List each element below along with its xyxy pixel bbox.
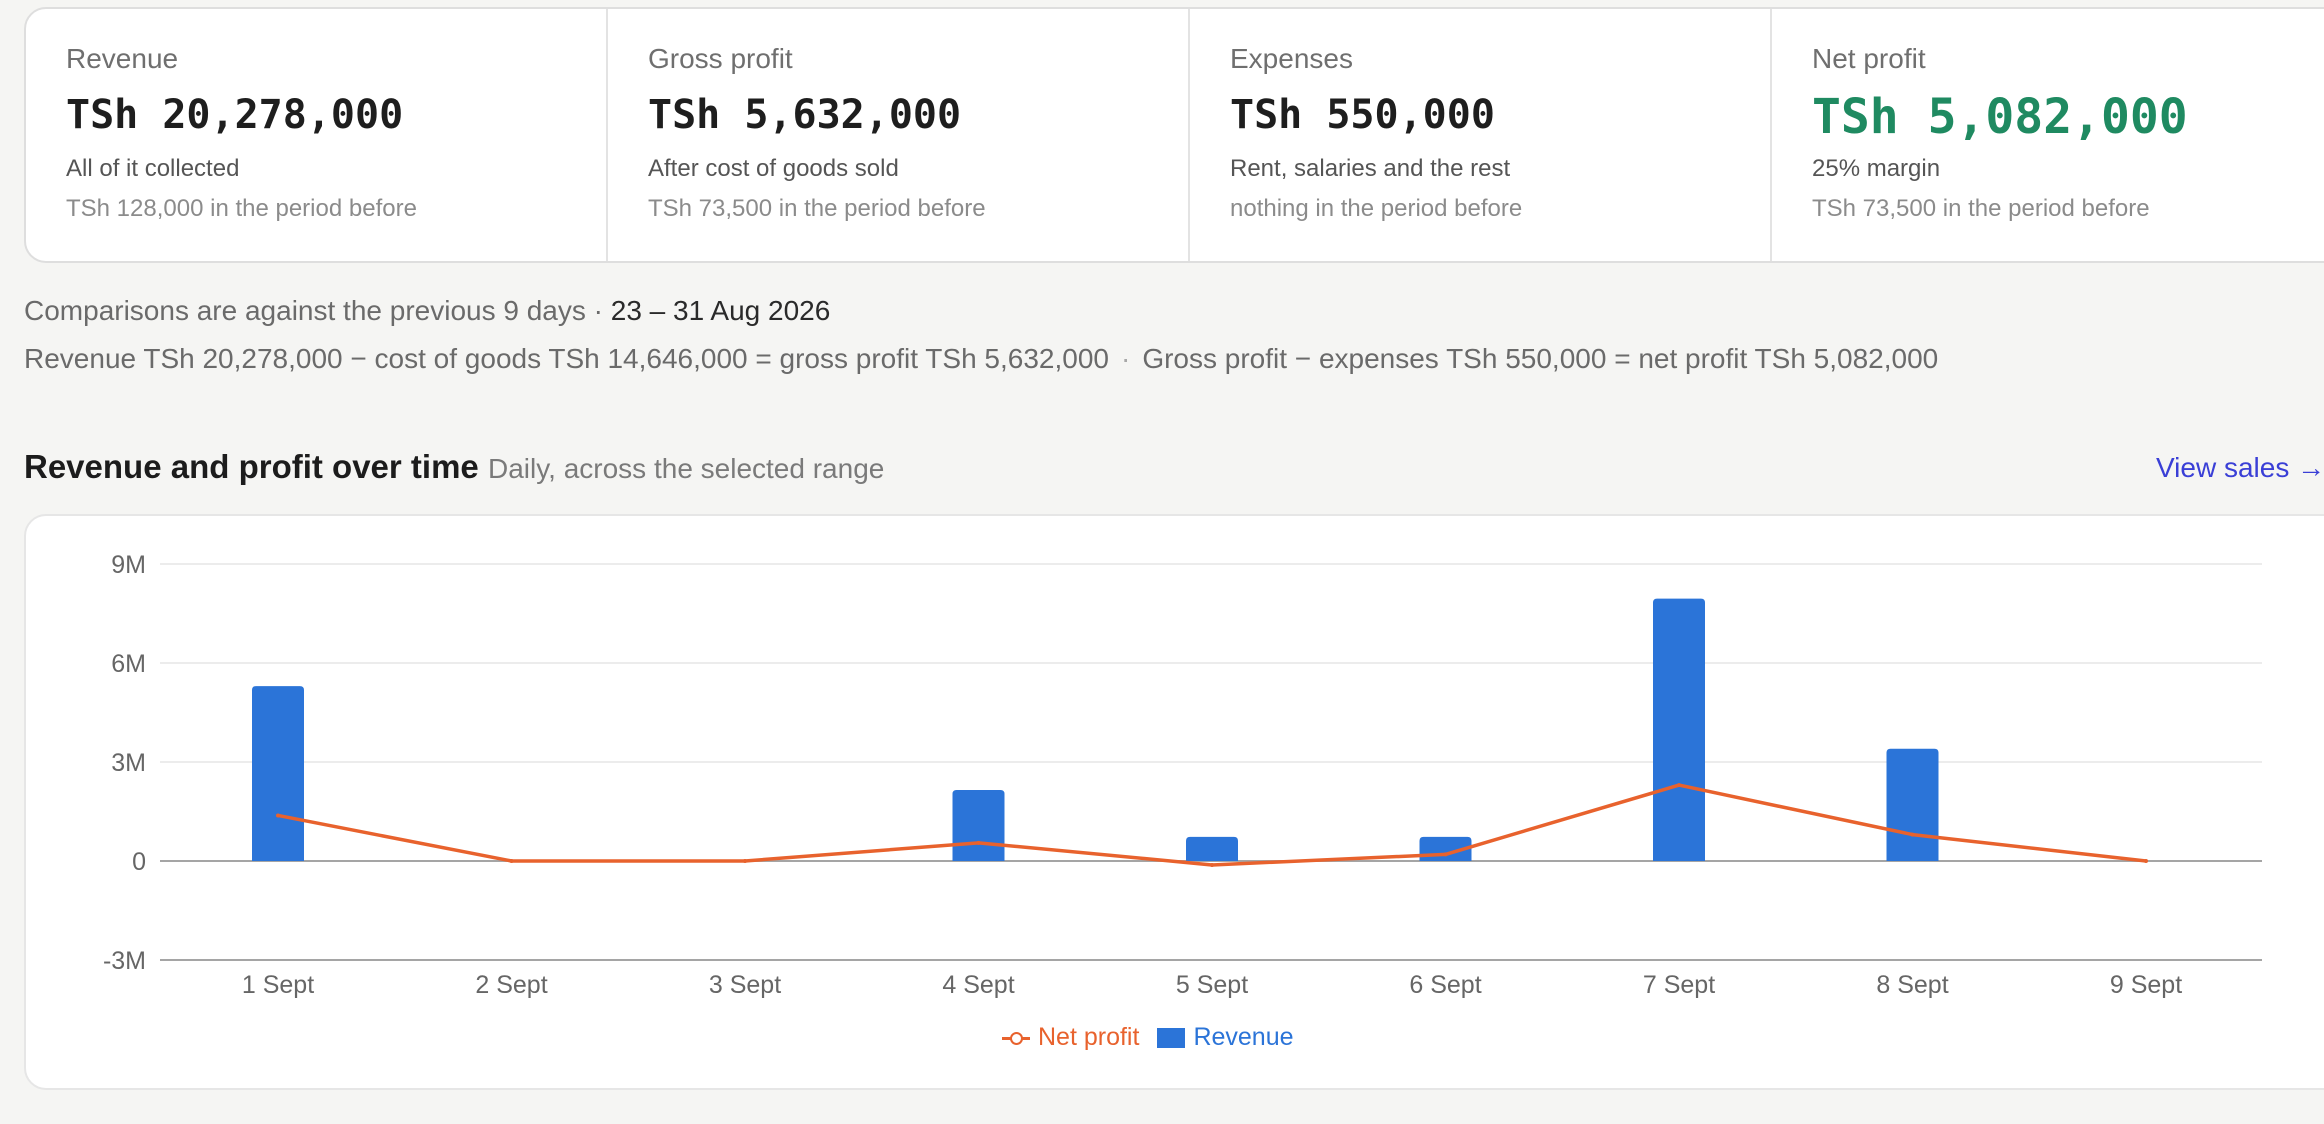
kpi-revenue: Revenue TSh 20,278,000 All of it collect… — [26, 9, 608, 261]
y-tick-label: -3M — [103, 947, 146, 975]
revenue-bar — [952, 790, 1005, 861]
x-tick-label: 3 Sept — [709, 971, 781, 999]
kpi-summary-row: Revenue TSh 20,278,000 All of it collect… — [24, 7, 2324, 263]
x-tick-label: 6 Sept — [1409, 971, 1481, 999]
profit-formula: Revenue TSh 20,278,000 − cost of goods T… — [24, 343, 1938, 375]
kpi-label: Gross profit — [648, 43, 793, 74]
chart-legend: Net profit Revenue — [1002, 1023, 1312, 1052]
revenue-bar — [1186, 836, 1238, 861]
kpi-value: TSh 5,632,000 — [648, 92, 962, 138]
chart-card — [24, 514, 2324, 1090]
section-subtitle: Daily, across the selected range — [488, 453, 885, 484]
kpi-subtext: All of it collected — [66, 155, 240, 182]
kpi-previous-period: TSh 128,000 in the period before — [66, 195, 417, 222]
kpi-net-profit: Net profit TSh 5,082,000 25% margin TSh … — [1772, 9, 2324, 261]
x-tick-label: 1 Sept — [242, 971, 314, 999]
legend-revenue[interactable]: Revenue — [1157, 1023, 1294, 1052]
formula-separator: · — [1121, 343, 1131, 374]
net-profit-formula: Gross profit − expenses TSh 550,000 = ne… — [1142, 343, 1939, 374]
kpi-previous-period: nothing in the period before — [1230, 195, 1523, 222]
revenue-bar — [1886, 748, 1939, 861]
revenue-bar — [252, 686, 304, 861]
kpi-label: Expenses — [1230, 43, 1353, 74]
kpi-value: TSh 20,278,000 — [66, 92, 404, 138]
kpi-value: TSh 5,082,000 — [1812, 89, 2188, 145]
net-profit-point — [276, 813, 280, 818]
x-tick-label: 5 Sept — [1176, 971, 1248, 999]
net-profit-point — [1677, 783, 1681, 788]
kpi-expenses: Expenses TSh 550,000 Rent, salaries and … — [1190, 9, 1772, 261]
x-tick-label: 8 Sept — [1876, 971, 1948, 999]
net-profit-point — [1210, 862, 1214, 867]
line-marker-icon — [1002, 1031, 1030, 1045]
net-profit-point — [509, 859, 514, 863]
gross-profit-formula: Revenue TSh 20,278,000 − cost of goods T… — [24, 343, 1109, 374]
x-tick-label: 9 Sept — [2110, 971, 2182, 999]
view-sales-link[interactable]: View sales → — [2156, 452, 2324, 483]
x-tick-label: 2 Sept — [475, 971, 547, 999]
kpi-subtext: Rent, salaries and the rest — [1230, 155, 1511, 182]
net-profit-point — [976, 840, 981, 845]
bar-swatch-icon — [1157, 1027, 1186, 1048]
date-range: 23 – 31 Aug 2026 — [610, 295, 831, 326]
net-profit-point — [1443, 852, 1448, 857]
y-tick-label: 9M — [111, 551, 146, 579]
kpi-value: TSh 550,000 — [1230, 92, 1495, 138]
legend-net-profit[interactable]: Net profit — [1002, 1023, 1139, 1052]
revenue-bar — [1653, 598, 1705, 861]
net-profit-point — [1910, 832, 1915, 837]
x-tick-label: 7 Sept — [1643, 971, 1715, 999]
y-tick-label: 3M — [111, 749, 146, 777]
y-tick-label: 0 — [132, 848, 146, 876]
net-profit-point — [743, 859, 747, 863]
legend-label: Revenue — [1193, 1023, 1294, 1051]
kpi-label: Revenue — [66, 43, 179, 74]
kpi-subtext: 25% margin — [1812, 155, 1941, 182]
kpi-gross-profit: Gross profit TSh 5,632,000 After cost of… — [608, 9, 1190, 261]
kpi-previous-period: TSh 73,500 in the period before — [648, 195, 986, 222]
y-tick-label: 6M — [111, 650, 146, 678]
x-tick-label: 4 Sept — [942, 971, 1014, 999]
legend-label: Net profit — [1038, 1023, 1140, 1051]
net-profit-point — [2144, 859, 2148, 863]
comparison-text: Comparisons are against the previous 9 d… — [24, 295, 611, 326]
comparison-note: Comparisons are against the previous 9 d… — [24, 295, 830, 327]
kpi-label: Net profit — [1812, 43, 1926, 74]
kpi-previous-period: TSh 73,500 in the period before — [1812, 195, 2150, 222]
section-title: Revenue and profit over time — [24, 448, 479, 485]
kpi-subtext: After cost of goods sold — [648, 155, 899, 182]
